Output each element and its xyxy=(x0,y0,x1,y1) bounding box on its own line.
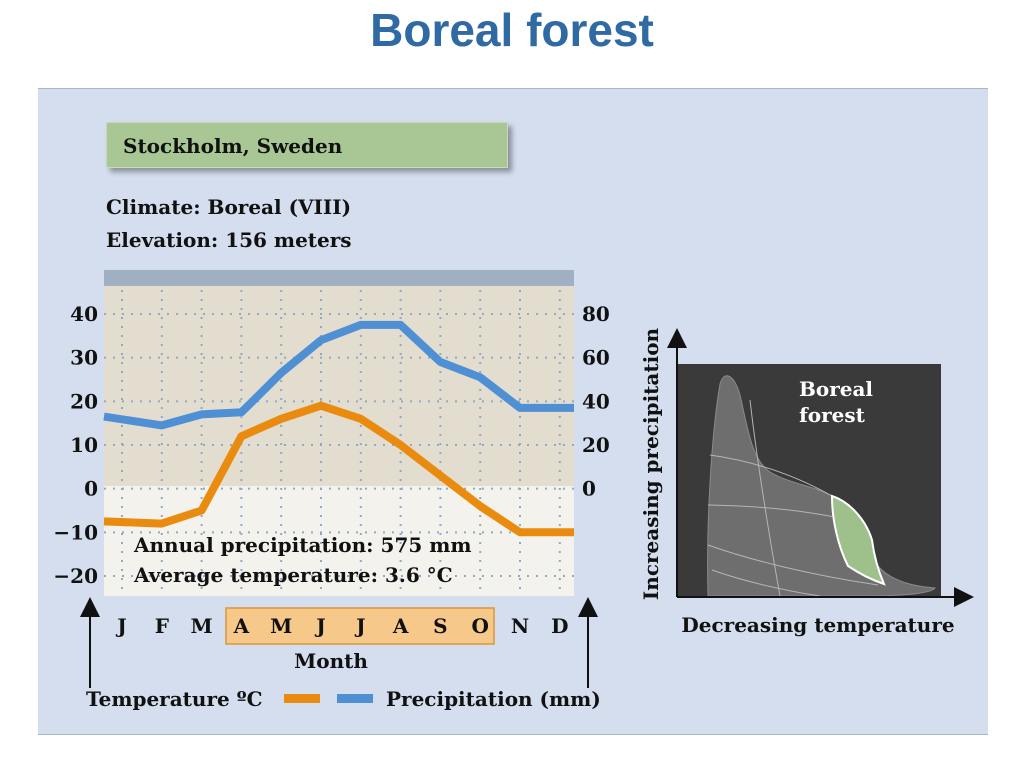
right-axis-tick-label: 20 xyxy=(582,433,610,457)
left-axis-tick-label: −10 xyxy=(53,520,98,544)
biome-inset: Boreal forest Decreasing temperature Inc… xyxy=(639,327,974,637)
month-label: D xyxy=(551,614,568,638)
average-temperature-note: Average temperature: 3.6 °C xyxy=(133,563,453,587)
inset-biome-label: Boreal xyxy=(799,377,873,401)
inset-x-label: Decreasing temperature xyxy=(681,613,954,637)
month-label: N xyxy=(511,614,529,638)
month-label: F xyxy=(155,614,169,638)
temperature-line xyxy=(103,401,574,537)
plot-lower-area xyxy=(104,486,574,596)
right-axis-ticks: 80 60 40 20 0 xyxy=(582,302,610,501)
left-axis-ticks: 40 30 20 10 0 −10 −20 xyxy=(53,302,98,588)
right-axis-tick-label: 80 xyxy=(582,302,610,326)
month-label: A xyxy=(233,614,250,638)
left-axis-tick-label: 30 xyxy=(70,346,98,370)
legend-precipitation-label: Precipitation (mm) xyxy=(386,687,601,711)
boreal-forest-region xyxy=(830,494,886,586)
biome-divider xyxy=(707,544,879,586)
location-label: Stockholm, Sweden xyxy=(106,122,508,168)
precipitation-line xyxy=(103,320,574,430)
legend-precipitation-swatch xyxy=(337,694,373,703)
biome-divider xyxy=(711,569,821,597)
month-label: J xyxy=(314,614,325,638)
left-axis-tick-label: 0 xyxy=(84,477,98,501)
left-axis-tick-label: 40 xyxy=(70,302,98,326)
right-axis-tick-label: 40 xyxy=(582,389,610,413)
x-axis-label: Month xyxy=(294,649,368,673)
left-axis-tick-label: −20 xyxy=(53,564,98,588)
plot-top-shade xyxy=(104,270,574,286)
biome-divider xyxy=(709,454,833,497)
month-label: M xyxy=(191,614,213,638)
right-axis-tick-label: 60 xyxy=(582,346,610,370)
inset-biome-label: forest xyxy=(799,403,865,427)
month-label: A xyxy=(392,614,409,638)
series xyxy=(103,320,574,537)
month-label: S xyxy=(433,614,447,638)
elevation-label: Elevation: 156 meters xyxy=(106,228,352,252)
climate-label: Climate: Boreal (VIII) xyxy=(106,195,352,219)
biome-divider xyxy=(749,399,781,597)
right-axis-tick-label: 0 xyxy=(582,477,596,501)
month-label: O xyxy=(471,614,488,638)
left-axis-tick-label: 20 xyxy=(70,389,98,413)
annual-precipitation-note: Annual precipitation: 575 mm xyxy=(133,533,472,557)
month-label: J xyxy=(354,614,365,638)
slide-title: Boreal forest xyxy=(370,4,654,56)
legend-temperature-swatch xyxy=(284,694,320,703)
legend-temperature-label: Temperature ºC xyxy=(86,687,263,711)
month-label: J xyxy=(115,614,126,638)
plot-upper-area xyxy=(104,286,574,486)
biome-envelope xyxy=(707,375,937,597)
month-label: M xyxy=(270,614,292,638)
growing-season-highlight xyxy=(225,607,495,645)
left-axis-tick-label: 10 xyxy=(70,433,98,457)
grid xyxy=(104,290,574,594)
biome-divider xyxy=(707,504,841,519)
inset-y-label: Increasing precipitation xyxy=(639,327,663,600)
